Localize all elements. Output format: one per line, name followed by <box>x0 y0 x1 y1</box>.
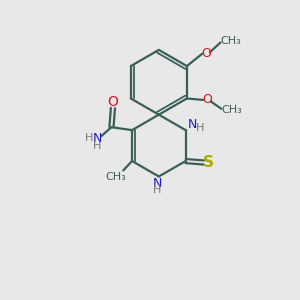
Text: CH₃: CH₃ <box>106 172 127 182</box>
Text: H: H <box>93 141 101 151</box>
Text: H: H <box>196 123 204 134</box>
Text: CH₃: CH₃ <box>221 105 242 115</box>
Text: N: N <box>93 132 102 145</box>
Text: CH₃: CH₃ <box>220 36 241 46</box>
Text: H: H <box>85 134 94 143</box>
Text: H: H <box>153 185 161 195</box>
Text: N: N <box>153 177 162 190</box>
Text: O: O <box>202 93 212 106</box>
Text: O: O <box>107 95 118 109</box>
Text: S: S <box>203 155 214 170</box>
Text: N: N <box>188 118 197 131</box>
Text: O: O <box>201 47 211 60</box>
